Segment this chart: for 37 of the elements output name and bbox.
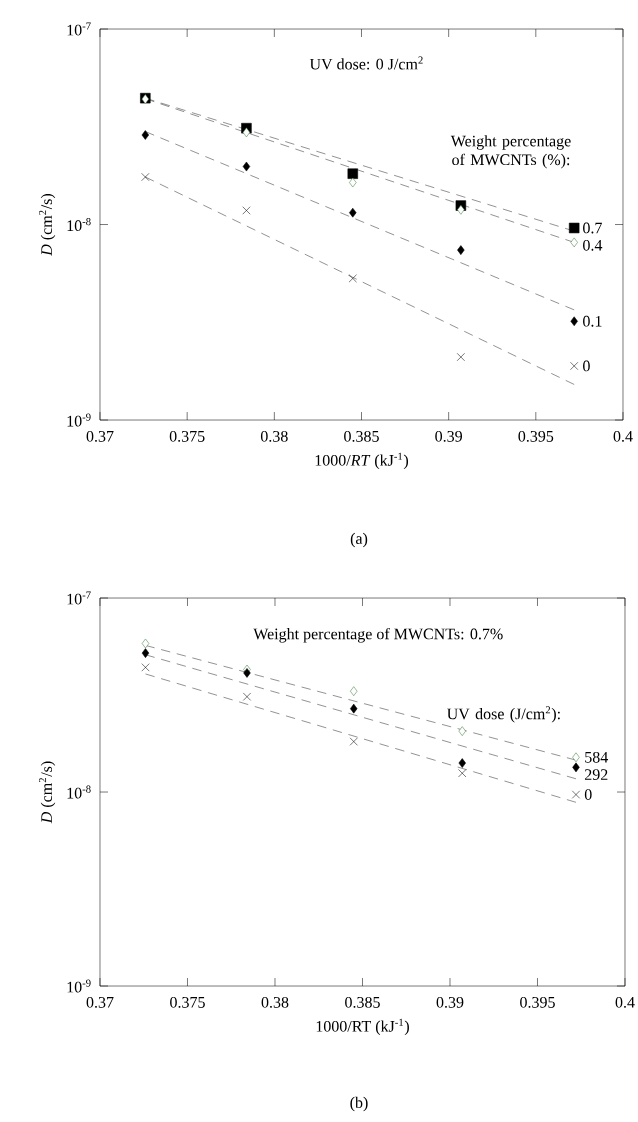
- series-label: 0.1: [583, 315, 602, 327]
- x-tick-label: 0.37: [86, 996, 114, 1008]
- x-tick-label: 0.39: [436, 996, 464, 1008]
- x-tick-label: 0.38: [260, 430, 288, 442]
- x-tick-label: 0.4: [615, 996, 635, 1008]
- x-tick-label: 0.395: [520, 996, 555, 1008]
- x-axis-title: 1000/RT (kJ$^{-1}$): [316, 1018, 409, 1035]
- y-tick-label: 10$^{-9}$: [67, 979, 91, 993]
- x-tick-label: 0.38: [261, 996, 289, 1008]
- x-tick-label: 0.4: [613, 430, 633, 442]
- x-tick-label: 0.395: [518, 430, 554, 442]
- y-tick-label: 10$^{-8}$: [67, 785, 91, 799]
- x-tick-label: 0.375: [170, 996, 205, 1008]
- y-tick-label: 10$^{-7}$: [67, 591, 91, 605]
- y-tick-label: 10$^{-8}$: [67, 218, 91, 232]
- y-axis-title: D (cm$^{2}$/s): [38, 761, 56, 824]
- x-tick-label: 0.385: [344, 430, 379, 442]
- x-tick-label: 0.375: [169, 430, 205, 442]
- annotation: Weight percentage of MWCNTs: 0.7%: [253, 627, 503, 643]
- x-tick-label: 0.37: [86, 430, 114, 442]
- series-label: 0.4: [583, 239, 603, 251]
- x-tick-label: 0.385: [345, 996, 380, 1008]
- series-label: 0: [583, 360, 590, 372]
- series-label: 292: [584, 769, 608, 780]
- legend-title: UV dose (J/cm$^{2}$):: [447, 706, 560, 723]
- x-axis-title: 1000/RT (kJ$^{-1}$): [315, 452, 409, 470]
- y-tick-label: 10$^{-9}$: [67, 413, 91, 427]
- legend-label: 0: [584, 789, 592, 800]
- series-label: 584: [585, 751, 609, 763]
- annotation: UV dose: 0 J/cm$^{2}$: [309, 56, 423, 70]
- y-tick-label: 10$^{-7}$: [67, 22, 91, 36]
- legend-title: Weight percentage of MWCNTs (%):: [450, 135, 571, 169]
- legend-label: 0.7: [583, 222, 602, 234]
- y-axis-title: D (cm$^{2}$/s): [38, 194, 56, 256]
- x-tick-label: 0.39: [435, 430, 462, 442]
- text: (a): [350, 532, 368, 548]
- text: (b): [350, 1096, 368, 1112]
